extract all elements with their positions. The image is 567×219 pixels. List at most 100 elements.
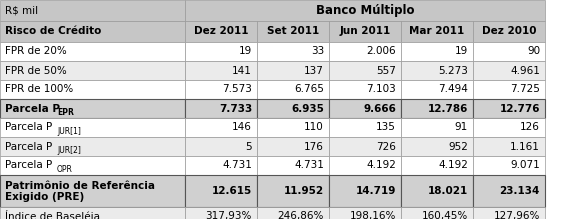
Bar: [185, 207, 257, 219]
Bar: [473, 156, 545, 175]
Text: 14.719: 14.719: [356, 186, 396, 196]
Text: 7.103: 7.103: [366, 85, 396, 95]
Text: 137: 137: [304, 65, 324, 76]
Bar: [0, 137, 185, 156]
Text: FPR de 100%: FPR de 100%: [5, 85, 73, 95]
Bar: [0, 118, 185, 137]
Bar: [329, 137, 401, 156]
Bar: [257, 137, 329, 156]
Bar: [401, 21, 473, 42]
Text: Índice de Baseléia: Índice de Baseléia: [5, 212, 100, 219]
Bar: [185, 118, 257, 137]
Bar: [185, 99, 257, 118]
Text: 7.573: 7.573: [222, 85, 252, 95]
Text: 2.006: 2.006: [366, 46, 396, 57]
Bar: [329, 156, 401, 175]
Text: 12.786: 12.786: [428, 104, 468, 113]
Bar: [185, 80, 257, 99]
Text: 19: 19: [455, 46, 468, 57]
Bar: [473, 21, 545, 42]
Bar: [473, 118, 545, 137]
Text: FPR de 50%: FPR de 50%: [5, 65, 67, 76]
Bar: [185, 61, 257, 80]
Text: 160,45%: 160,45%: [422, 212, 468, 219]
Bar: [329, 175, 401, 207]
Text: 110: 110: [304, 122, 324, 132]
Bar: [257, 80, 329, 99]
Text: 126: 126: [520, 122, 540, 132]
Text: 12.776: 12.776: [500, 104, 540, 113]
Text: Set 2011: Set 2011: [267, 26, 319, 37]
Text: 33: 33: [311, 46, 324, 57]
Text: R$ mil: R$ mil: [5, 5, 38, 16]
Bar: [329, 42, 401, 61]
Text: 4.961: 4.961: [510, 65, 540, 76]
Bar: [329, 21, 401, 42]
Bar: [401, 137, 473, 156]
Text: Banco Múltiplo: Banco Múltiplo: [316, 4, 414, 17]
Text: 7.494: 7.494: [438, 85, 468, 95]
Bar: [473, 137, 545, 156]
Text: 4.192: 4.192: [438, 161, 468, 171]
Text: 23.134: 23.134: [500, 186, 540, 196]
Text: Exigido (PRE): Exigido (PRE): [5, 193, 84, 202]
Bar: [473, 207, 545, 219]
Bar: [185, 137, 257, 156]
Bar: [185, 156, 257, 175]
Bar: [257, 99, 329, 118]
Text: 127,96%: 127,96%: [494, 212, 540, 219]
Text: EPR: EPR: [57, 108, 74, 117]
Text: 19: 19: [239, 46, 252, 57]
Bar: [473, 175, 545, 207]
Bar: [185, 21, 257, 42]
Text: JUR[1]: JUR[1]: [57, 127, 81, 136]
Bar: [473, 99, 545, 118]
Bar: [185, 0, 545, 21]
Bar: [257, 156, 329, 175]
Text: Dez 2010: Dez 2010: [482, 26, 536, 37]
Text: 4.731: 4.731: [222, 161, 252, 171]
Text: Dez 2011: Dez 2011: [194, 26, 248, 37]
Bar: [0, 80, 185, 99]
Text: Mar 2011: Mar 2011: [409, 26, 464, 37]
Text: 9.071: 9.071: [510, 161, 540, 171]
Bar: [0, 207, 185, 219]
Bar: [257, 61, 329, 80]
Text: Patrimônio de Referência: Patrimônio de Referência: [5, 180, 155, 191]
Text: 726: 726: [376, 141, 396, 152]
Bar: [257, 21, 329, 42]
Text: Parcela P: Parcela P: [5, 104, 60, 113]
Bar: [473, 42, 545, 61]
Text: OPR: OPR: [57, 165, 73, 174]
Bar: [257, 42, 329, 61]
Bar: [473, 80, 545, 99]
Text: 4.192: 4.192: [366, 161, 396, 171]
Bar: [473, 61, 545, 80]
Text: 90: 90: [527, 46, 540, 57]
Text: 4.731: 4.731: [294, 161, 324, 171]
Text: 5: 5: [246, 141, 252, 152]
Text: 9.666: 9.666: [363, 104, 396, 113]
Bar: [329, 99, 401, 118]
Bar: [329, 207, 401, 219]
Bar: [0, 0, 185, 21]
Bar: [185, 42, 257, 61]
Bar: [329, 61, 401, 80]
Bar: [0, 42, 185, 61]
Bar: [0, 99, 185, 118]
Bar: [257, 175, 329, 207]
Text: 12.615: 12.615: [211, 186, 252, 196]
Bar: [185, 175, 257, 207]
Bar: [0, 156, 185, 175]
Bar: [257, 118, 329, 137]
Text: 18.021: 18.021: [428, 186, 468, 196]
Text: 7.733: 7.733: [219, 104, 252, 113]
Text: 1.161: 1.161: [510, 141, 540, 152]
Bar: [401, 42, 473, 61]
Text: Parcela P: Parcela P: [5, 161, 52, 171]
Bar: [401, 61, 473, 80]
Text: JUR[2]: JUR[2]: [57, 146, 81, 155]
Bar: [0, 175, 185, 207]
Bar: [329, 118, 401, 137]
Text: 11.952: 11.952: [284, 186, 324, 196]
